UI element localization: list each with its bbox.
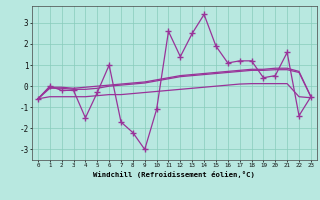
X-axis label: Windchill (Refroidissement éolien,°C): Windchill (Refroidissement éolien,°C): [93, 171, 255, 178]
